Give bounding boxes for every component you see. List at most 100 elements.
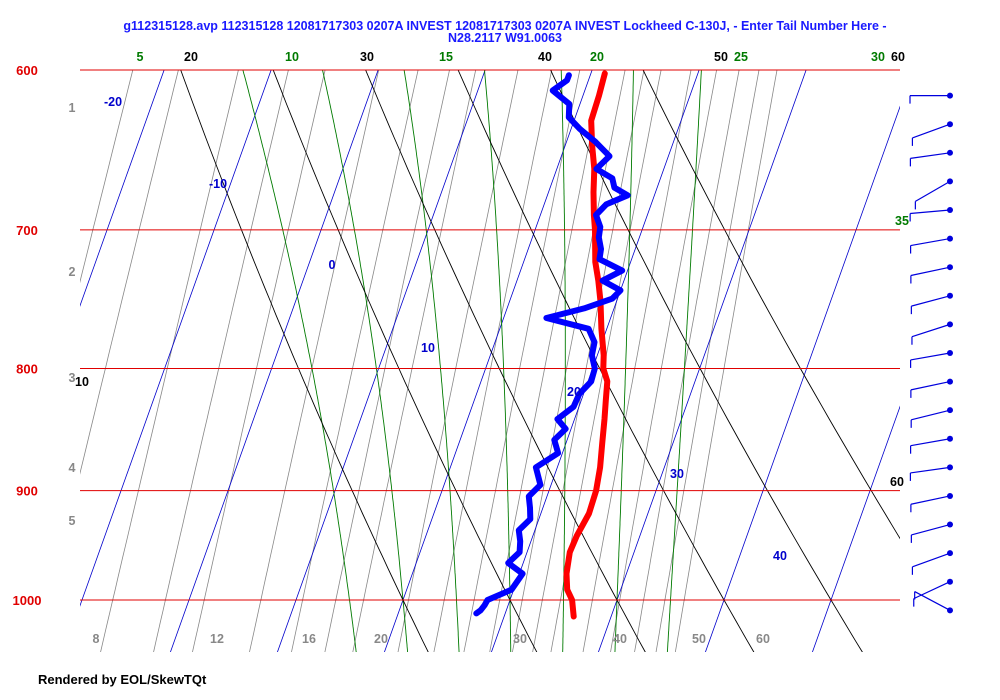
dry-adiabat-line bbox=[365, 70, 646, 652]
wind-barb-staff bbox=[911, 323, 951, 338]
temperature-trace bbox=[563, 70, 611, 620]
wind-barb bbox=[910, 292, 953, 315]
moist-adiabat-line bbox=[484, 70, 512, 652]
dry-adiabat-line bbox=[642, 70, 900, 540]
wind-barb-staff bbox=[913, 581, 951, 600]
mixing-ratio-line bbox=[634, 70, 740, 652]
pressure-label: 1000 bbox=[13, 593, 42, 608]
mixing-ratio-label: 50 bbox=[692, 632, 706, 646]
mixing-ratio-line bbox=[249, 70, 380, 652]
wind-barb-dot bbox=[947, 321, 953, 328]
moist-adiabat-line bbox=[666, 70, 702, 652]
wind-barb-staff bbox=[912, 123, 951, 139]
wind-barb bbox=[909, 464, 953, 481]
altitude-label: 5 bbox=[69, 514, 76, 528]
wind-barb bbox=[910, 407, 953, 428]
dry-adiabat-lines bbox=[180, 70, 900, 652]
isotherm-label: 0 bbox=[329, 258, 336, 272]
chart-title-line1: g112315128.avp 112315128 12081717303 020… bbox=[123, 19, 887, 33]
wind-barb-dot bbox=[947, 178, 953, 185]
dry-adiabat-label: 40 bbox=[538, 50, 552, 64]
mixing-ratio-line bbox=[582, 70, 692, 652]
sounding-traces bbox=[473, 70, 631, 620]
wind-barb-staff bbox=[911, 523, 951, 536]
mixing-ratio-label: 30 bbox=[513, 632, 527, 646]
dry-adiabat-label: 60 bbox=[890, 475, 904, 489]
mixing-ratio-label: 16 bbox=[302, 632, 316, 646]
isotherm-label: -20 bbox=[104, 95, 122, 109]
mixing-ratio-line bbox=[80, 70, 179, 475]
wind-barb-dot bbox=[947, 149, 953, 156]
moist-adiabat-line bbox=[560, 70, 566, 652]
wind-barb-dot bbox=[947, 607, 953, 614]
wind-barb-dot bbox=[947, 521, 953, 528]
isotherm-line bbox=[80, 70, 272, 607]
chart-title-line2: N28.2117 W91.0063 bbox=[448, 31, 562, 45]
wind-barb bbox=[909, 92, 953, 104]
dry-adiabat-label: 50 bbox=[714, 50, 728, 64]
mixing-ratio-line bbox=[153, 70, 289, 652]
wind-barb-staff bbox=[910, 495, 951, 505]
isotherm-label: 20 bbox=[567, 385, 581, 399]
mixing-ratio-label: 20 bbox=[374, 632, 388, 646]
wind-barb-dot bbox=[947, 407, 953, 414]
isotherm-label: 40 bbox=[773, 549, 787, 563]
wind-barb bbox=[914, 178, 953, 210]
wind-barb-staff bbox=[910, 238, 951, 247]
moist-adiabat-label: 25 bbox=[734, 50, 748, 64]
dry-adiabat-line bbox=[457, 70, 755, 652]
dry-adiabat-label: 20 bbox=[184, 50, 198, 64]
dry-adiabat-label: 30 bbox=[360, 50, 374, 64]
chart-title: g112315128.avp 112315128 12081717303 020… bbox=[80, 19, 930, 45]
wind-barb-staff bbox=[915, 180, 951, 202]
mixing-ratio-line bbox=[655, 70, 760, 652]
moist-adiabat-label: 10 bbox=[285, 50, 299, 64]
wind-barb-staff bbox=[911, 295, 951, 307]
wind-barb-dot bbox=[947, 550, 953, 557]
mixing-ratio-line bbox=[397, 70, 519, 652]
mixing-ratio-line bbox=[192, 70, 326, 652]
wind-barb-dot bbox=[947, 492, 953, 499]
dry-adiabat-line bbox=[180, 70, 429, 652]
pressure-label: 900 bbox=[16, 484, 38, 499]
mixing-ratio-line bbox=[512, 70, 626, 652]
wind-barb-dot bbox=[947, 206, 953, 213]
wind-barb bbox=[910, 521, 953, 543]
dry-adiabat-line bbox=[272, 70, 538, 652]
wind-barb-dot bbox=[947, 464, 953, 471]
moist-adiabat-label: 20 bbox=[590, 50, 604, 64]
wind-barb bbox=[910, 235, 953, 254]
mixing-ratio-line bbox=[489, 70, 605, 652]
mixing-ratio-line bbox=[674, 70, 778, 652]
wind-barb-dot bbox=[947, 435, 953, 442]
isotherm-label: 10 bbox=[421, 341, 435, 355]
wind-barb-dot bbox=[947, 264, 953, 271]
wind-barb-staff bbox=[910, 380, 951, 391]
moist-adiabat-line bbox=[614, 70, 634, 652]
wind-barb-dot bbox=[947, 349, 953, 356]
isotherm-line bbox=[80, 70, 165, 307]
wind-barb-staff bbox=[910, 266, 951, 277]
wind-barb bbox=[910, 378, 953, 398]
mixing-ratio-line bbox=[463, 70, 581, 652]
dry-adiabat-label: 60 bbox=[891, 50, 905, 64]
isotherm-line bbox=[705, 105, 900, 652]
isotherm-lines bbox=[80, 70, 900, 652]
wind-barb-staff bbox=[910, 438, 951, 447]
wind-barb bbox=[914, 591, 953, 614]
wind-barb bbox=[910, 492, 953, 513]
wind-barb bbox=[910, 349, 953, 368]
pressure-label: 800 bbox=[16, 361, 38, 376]
mixing-ratio-line bbox=[291, 70, 419, 652]
wind-barb-staff bbox=[910, 352, 951, 361]
mixing-ratio-label: 60 bbox=[756, 632, 770, 646]
wind-barb-dot bbox=[947, 121, 953, 128]
mixing-ratio-line bbox=[433, 70, 553, 652]
isotherm-line bbox=[170, 70, 379, 652]
wind-barb-dot bbox=[947, 378, 953, 385]
mixing-ratio-line bbox=[80, 70, 134, 284]
mixing-ratio-line bbox=[610, 70, 718, 652]
isotherm-line bbox=[277, 70, 486, 652]
isotherm-label: -10 bbox=[209, 177, 227, 191]
